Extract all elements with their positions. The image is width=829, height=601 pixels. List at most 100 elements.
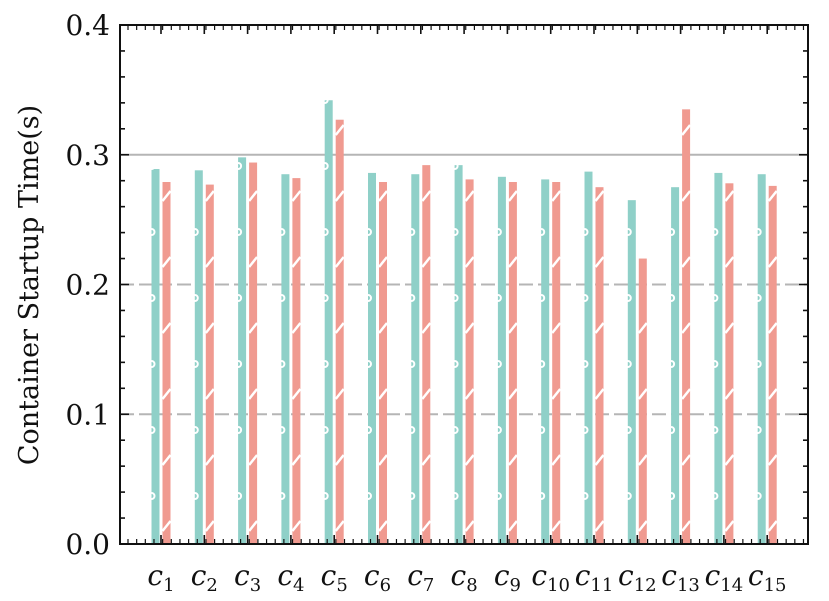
bar-hatch: [334, 388, 345, 400]
bar-hatch: [378, 322, 388, 334]
bar-hatch: [681, 388, 692, 400]
bar-hatch: [681, 520, 692, 532]
y-tick-label: 0.2: [65, 269, 110, 302]
bar: [671, 187, 680, 544]
bar-hatch: [753, 492, 762, 500]
bar-hatch: [580, 228, 589, 236]
bar-hatch: [407, 294, 416, 302]
bar-hatch: [594, 190, 605, 202]
bar-hatch: [190, 360, 199, 368]
bar-hatch: [637, 322, 648, 334]
bar-hatch: [320, 492, 329, 500]
y-tick-label: 0.0: [65, 528, 110, 561]
bar-hatch: [667, 492, 676, 500]
bar-hatch: [378, 454, 388, 466]
bar: [627, 200, 636, 544]
bar-hatch: [724, 454, 735, 466]
bar-hatch: [493, 228, 502, 236]
bar-hatch: [248, 322, 259, 334]
bar: [151, 169, 160, 544]
bar-hatch: [507, 454, 518, 466]
y-tick-label: 0.1: [65, 398, 110, 431]
x-tick-label: c7: [407, 559, 434, 596]
bar: [497, 176, 506, 544]
bar-hatch: [623, 492, 632, 500]
bar-hatch: [421, 388, 432, 400]
bar-hatch: [204, 322, 215, 334]
bar-hatch: [161, 388, 172, 400]
bar-hatch: [580, 294, 589, 302]
bar-hatch: [637, 454, 648, 466]
bar-hatch: [753, 426, 762, 434]
bar: [249, 162, 258, 544]
bar-hatch: [450, 228, 459, 236]
bar-hatch: [161, 322, 172, 334]
bar-hatch: [248, 256, 259, 268]
x-tick-label: c11: [575, 559, 614, 596]
x-tick-label: c9: [494, 559, 521, 596]
bar-hatch: [320, 228, 329, 236]
bar-hatch: [204, 520, 215, 532]
bar-hatch: [248, 190, 259, 202]
bar-hatch: [421, 322, 432, 334]
bar-hatch: [594, 388, 605, 400]
x-tick-label: c1: [147, 559, 174, 596]
bar-hatch: [710, 426, 719, 434]
bar-hatch: [464, 190, 475, 202]
bar: [194, 170, 203, 544]
bar-hatch: [537, 228, 546, 236]
bar-hatch: [537, 360, 546, 368]
bar-hatch: [334, 520, 345, 532]
bar-hatch: [493, 360, 502, 368]
bar: [768, 185, 777, 544]
bar-hatch: [161, 520, 172, 532]
bar: [324, 100, 333, 544]
bar-hatch: [364, 426, 372, 434]
bar-hatch: [378, 388, 388, 400]
bar-hatch: [681, 454, 692, 466]
bar-hatch: [320, 162, 329, 170]
bar-hatch: [364, 360, 372, 368]
bar-hatch: [364, 228, 372, 236]
bar-hatch: [407, 360, 416, 368]
bar-hatch: [594, 322, 605, 334]
bar-hatch: [623, 294, 632, 302]
tick-labels: 0.00.10.20.30.4c1 c2 c3 c4 c5 c6 c7 c8 c9 c10 c11 c…: [65, 9, 786, 596]
bar-hatch: [407, 228, 416, 236]
bar: [454, 165, 463, 544]
bar-hatch: [334, 322, 345, 334]
bar-hatch: [291, 256, 302, 268]
bar-hatch: [493, 162, 502, 170]
bar-hatch: [667, 294, 676, 302]
x-tick-label: c12: [618, 559, 657, 596]
bar-hatch: [291, 190, 302, 202]
bar-hatch: [147, 426, 156, 434]
bar-hatch: [147, 492, 156, 500]
bar: [368, 172, 376, 545]
bar-hatch: [334, 190, 345, 202]
bar-hatch: [364, 492, 372, 500]
bar: [335, 119, 344, 544]
bar-hatch: [667, 426, 676, 434]
bar-hatch: [724, 520, 735, 532]
bar-hatch: [767, 322, 778, 334]
bar-hatch: [537, 426, 546, 434]
y-tick-label: 0.3: [65, 139, 110, 172]
bar-hatch: [277, 162, 286, 170]
bar-hatch: [551, 454, 562, 466]
bar-hatch: [551, 388, 562, 400]
bar-hatch: [464, 388, 475, 400]
bar-hatch: [421, 256, 432, 268]
bar-hatch: [551, 256, 562, 268]
bar-hatch: [710, 294, 719, 302]
bar-hatch: [493, 426, 502, 434]
bar-hatch: [147, 360, 156, 368]
y-axis-label: Container Startup Time(s): [14, 105, 45, 465]
x-tick-label: c5: [321, 559, 348, 596]
bar-hatch: [147, 294, 156, 302]
bar: [714, 172, 723, 545]
bar-hatch: [493, 294, 502, 302]
bar-hatch: [637, 388, 648, 400]
bar-hatch: [234, 492, 243, 500]
bar-hatch: [248, 388, 259, 400]
